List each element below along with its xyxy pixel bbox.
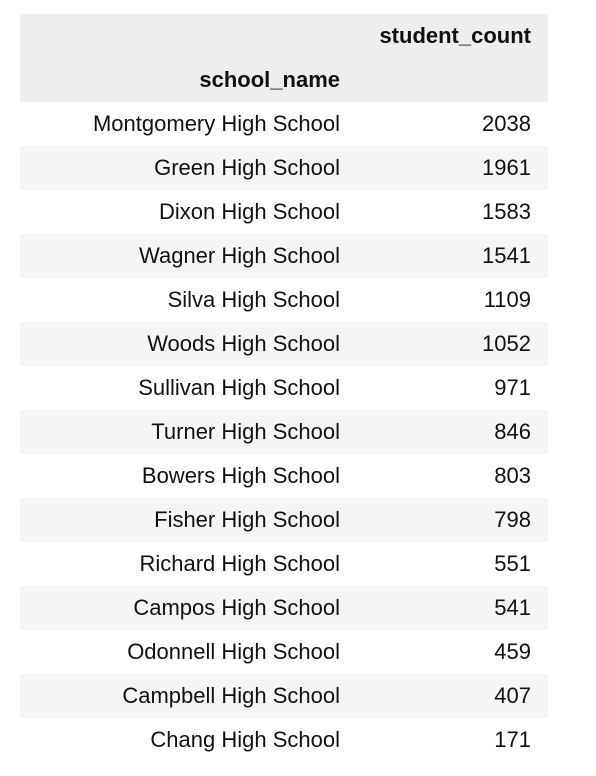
table-row: Turner High School 846 — [20, 410, 548, 454]
index-name-row: school_name — [20, 58, 548, 102]
school-name-cell: Sullivan High School — [20, 366, 340, 410]
school-name-cell: Dixon High School — [20, 190, 340, 234]
student-count-cell: 2038 — [340, 102, 548, 146]
school-name-cell: Campos High School — [20, 586, 340, 630]
school-name-cell: Richard High School — [20, 542, 340, 586]
table-row: Odonnell High School 459 — [20, 630, 548, 674]
student-count-cell: 803 — [340, 454, 548, 498]
table-row: Chang High School 171 — [20, 718, 548, 762]
school-name-cell: Fisher High School — [20, 498, 340, 542]
table-row: Fisher High School 798 — [20, 498, 548, 542]
table-row: Richard High School 551 — [20, 542, 548, 586]
table-row: Campbell High School 407 — [20, 674, 548, 718]
table-row: Woods High School 1052 — [20, 322, 548, 366]
student-count-cell: 1052 — [340, 322, 548, 366]
table-row: Dixon High School 1583 — [20, 190, 548, 234]
school-name-cell: Bowers High School — [20, 454, 340, 498]
table-row: Wagner High School 1541 — [20, 234, 548, 278]
student-count-cell: 551 — [340, 542, 548, 586]
school-name-cell: Odonnell High School — [20, 630, 340, 674]
student-count-cell: 846 — [340, 410, 548, 454]
school-name-cell: Montgomery High School — [20, 102, 340, 146]
table-body: Montgomery High School 2038 Green High Sch… — [20, 102, 548, 762]
school-name-cell: Woods High School — [20, 322, 340, 366]
student-count-cell: 541 — [340, 586, 548, 630]
student-count-cell: 459 — [340, 630, 548, 674]
student-count-cell: 407 — [340, 674, 548, 718]
school-name-cell: Campbell High School — [20, 674, 340, 718]
student-count-cell: 171 — [340, 718, 548, 762]
table-row: Campos High School 541 — [20, 586, 548, 630]
table-row: Montgomery High School 2038 — [20, 102, 548, 146]
school-name-cell: Turner High School — [20, 410, 340, 454]
table-row: Green High School 1961 — [20, 146, 548, 190]
student-count-cell: 798 — [340, 498, 548, 542]
column-header-row: student_count — [20, 14, 548, 58]
student-count-cell: 1541 — [340, 234, 548, 278]
dataframe-table: student_count school_name Montgomery Hig… — [20, 14, 548, 762]
student-count-cell: 1961 — [340, 146, 548, 190]
school-name-cell: Wagner High School — [20, 234, 340, 278]
student-count-cell: 971 — [340, 366, 548, 410]
index-name-blank-cell — [340, 58, 548, 102]
index-corner-cell — [20, 14, 340, 58]
school-name-cell: Silva High School — [20, 278, 340, 322]
student-count-cell: 1583 — [340, 190, 548, 234]
table-header: student_count school_name — [20, 14, 548, 102]
index-name-header: school_name — [20, 58, 340, 102]
table-row: Silva High School 1109 — [20, 278, 548, 322]
table-row: Sullivan High School 971 — [20, 366, 548, 410]
school-name-cell: Chang High School — [20, 718, 340, 762]
school-name-cell: Green High School — [20, 146, 340, 190]
table-row: Bowers High School 803 — [20, 454, 548, 498]
column-header-student-count: student_count — [340, 14, 548, 58]
student-count-cell: 1109 — [340, 278, 548, 322]
